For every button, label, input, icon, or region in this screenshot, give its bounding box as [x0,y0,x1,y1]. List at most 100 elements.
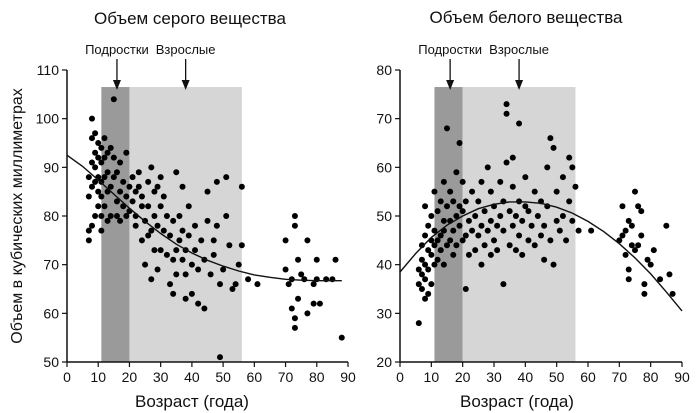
data-point [282,237,289,244]
data-point [641,290,648,297]
data-point [566,154,573,161]
data-point [638,208,645,215]
data-point [491,237,497,244]
data-point [101,154,108,161]
data-point [487,251,494,258]
data-point [444,203,450,210]
band-label-1: Взрослые [156,42,216,57]
data-point [207,271,214,278]
data-point [163,213,170,219]
data-point [85,237,92,244]
data-point [113,169,120,176]
gray-matter-panel: Объем серого вещества Подростки Взрослые 0… [36,9,356,411]
data-point [425,266,432,273]
data-point [553,217,560,224]
data-point [298,271,305,278]
data-point [453,213,460,219]
data-point [295,256,302,263]
data-point [431,227,438,234]
data-point [465,217,472,224]
data-point [503,101,510,108]
data-point [509,222,516,229]
data-point [444,125,450,132]
data-point [117,159,124,166]
data-point [254,281,261,288]
data-point [88,159,95,166]
y-tick-label: 60 [43,305,59,321]
x-tick-label: 0 [63,369,71,385]
data-point [422,261,429,268]
x-tick-label: 10 [424,369,440,385]
data-point [160,227,167,234]
data-point [418,271,425,278]
data-point [434,256,441,263]
data-point [92,213,99,219]
data-point [415,281,422,288]
data-point [154,222,161,229]
data-point [459,178,466,185]
x-tick-label: 20 [455,369,471,385]
data-point [338,334,345,341]
y-tick-label: 80 [376,62,392,78]
data-point [138,193,145,200]
y-tick-label: 100 [36,111,60,127]
data-point [657,276,664,283]
data-point [179,183,186,190]
x-tick-label: 40 [184,369,200,385]
data-point [98,159,105,166]
data-point [431,261,438,268]
data-point [170,217,177,224]
x-tick-label: 70 [612,369,628,385]
data-point [450,251,457,258]
data-point [550,261,557,268]
data-point [534,213,541,219]
data-point [628,242,635,249]
data-point [500,281,507,288]
white-matter-title: Объем белого вещества [429,8,623,27]
data-point [422,203,429,210]
data-point [291,315,298,322]
data-point [163,251,170,258]
data-point [98,227,105,234]
data-point [431,188,438,195]
data-point [422,232,429,239]
band-arrowhead-0 [446,80,455,90]
data-point [418,242,425,249]
y-axis-label: Объем в кубических миллиметрах [9,88,26,343]
y-tick-label: 110 [37,62,60,78]
trend-line [66,154,342,282]
data-point [182,295,189,302]
data-point [126,183,133,190]
data-point [232,281,239,288]
data-point [213,178,220,185]
data-point [157,247,164,254]
data-point [304,310,311,317]
data-point [494,247,501,254]
data-point [226,242,233,249]
y-tick-label: 40 [376,257,392,273]
data-point [418,256,425,263]
data-point [104,169,111,176]
data-point [487,188,494,195]
data-point [113,198,120,205]
data-point [487,217,494,224]
data-point [556,227,563,234]
data-point [204,217,211,224]
data-point [291,213,298,219]
data-point [107,213,114,219]
data-point [569,164,576,171]
data-point [550,144,557,151]
data-point [101,135,108,142]
data-point [198,237,205,244]
y-tick-label: 20 [376,354,392,370]
data-point [98,144,105,151]
data-point [117,188,124,195]
data-point [644,256,651,263]
data-point [472,247,479,254]
data-point [632,247,638,254]
data-point [425,222,432,229]
data-point [245,276,252,283]
data-point [92,178,99,185]
data-point [434,237,441,244]
data-point [148,164,155,171]
